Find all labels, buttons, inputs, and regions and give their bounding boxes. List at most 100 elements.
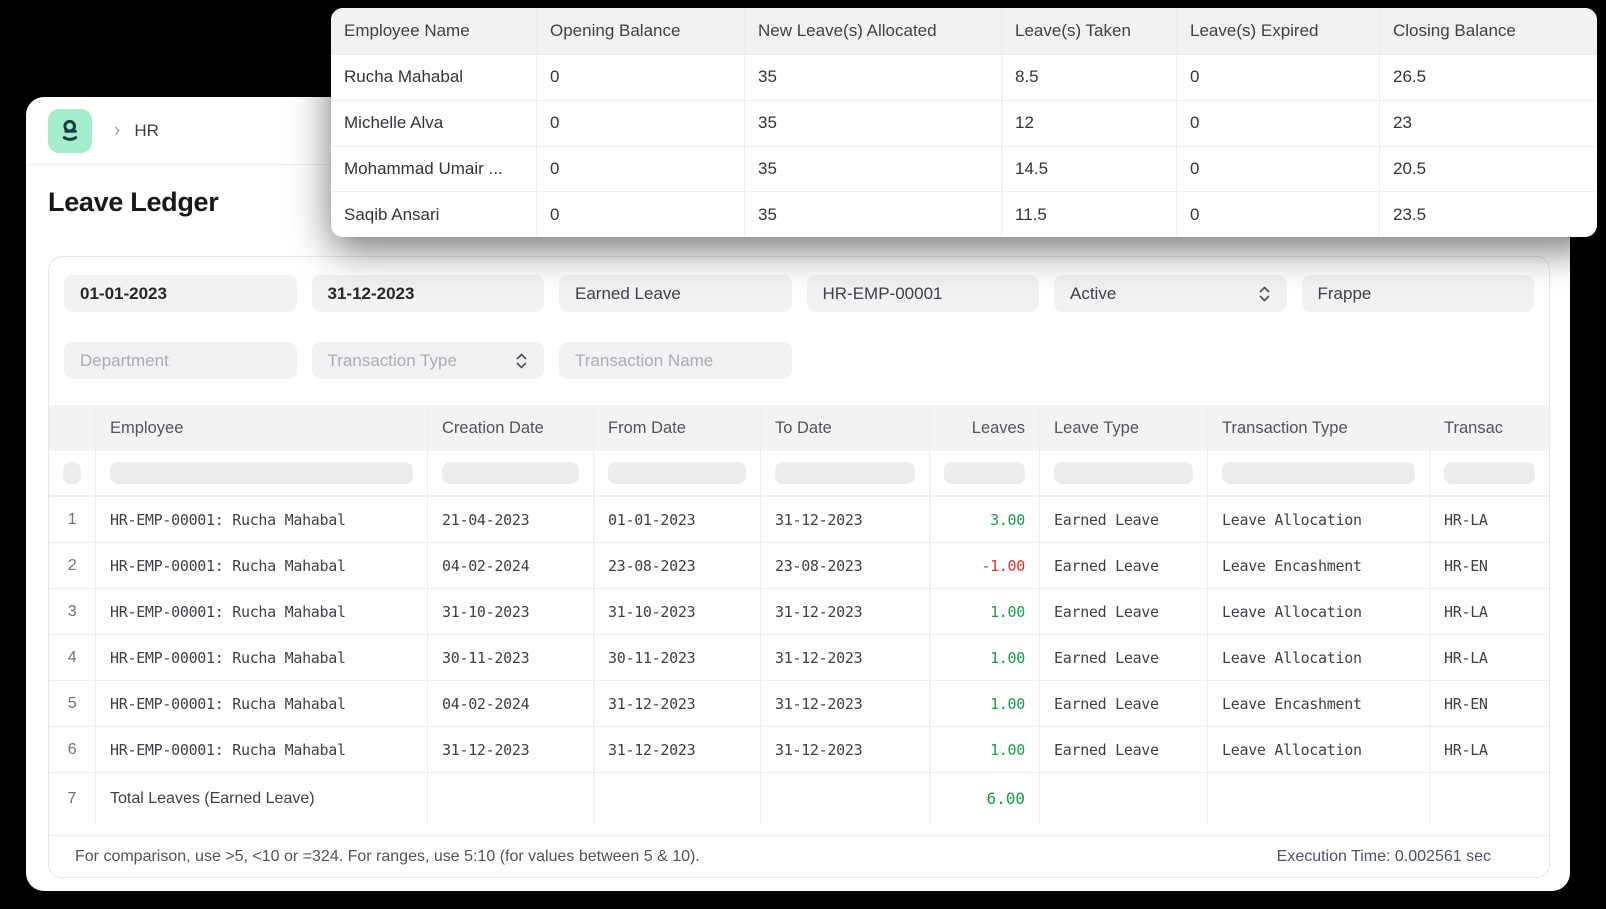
- column-filter-cell[interactable]: [1040, 451, 1208, 495]
- report-table-filter-row: [49, 451, 1549, 496]
- table-cell: 31-12-2023: [428, 726, 594, 772]
- column-filter-cell[interactable]: [594, 451, 761, 495]
- summary-table-cell: 12: [1002, 100, 1177, 146]
- transaction-type-filter[interactable]: Transaction Type: [311, 342, 544, 379]
- summary-column-header: Leave(s) Expired: [1177, 8, 1380, 54]
- table-row[interactable]: 1 HR-EMP-00001: Rucha Mahabal 21-04-2023 01…: [49, 496, 1549, 542]
- column-filter-input[interactable]: [944, 462, 1025, 484]
- table-cell: HR-EMP-00001: Rucha Mahabal: [96, 496, 428, 542]
- column-filter-input[interactable]: [1222, 462, 1415, 484]
- transaction-name-filter[interactable]: Transaction Name: [559, 342, 792, 379]
- table-cell: 31-12-2023: [594, 726, 761, 772]
- table-cell: 30-11-2023: [594, 634, 761, 680]
- from-date-filter-label: 01-01-2023: [80, 283, 167, 303]
- column-filter-cell[interactable]: [1208, 451, 1430, 495]
- column-header[interactable]: From Date: [594, 405, 761, 451]
- summary-table-cell: 0: [1177, 146, 1380, 192]
- summary-table-cell: 0: [1177, 55, 1380, 100]
- table-cell: 6: [49, 726, 96, 772]
- table-cell: HR-LA: [1430, 496, 1549, 542]
- summary-table-row: Mohammad Umair ... 0 35 14.5 0 20.5: [331, 145, 1597, 192]
- column-filter-input[interactable]: [1054, 462, 1193, 484]
- table-cell: Leave Encashment: [1208, 542, 1430, 588]
- table-cell: Earned Leave: [1040, 496, 1208, 542]
- table-cell: 1.00: [930, 680, 1040, 726]
- table-row[interactable]: 3 HR-EMP-00001: Rucha Mahabal 31-10-2023 31…: [49, 588, 1549, 634]
- leave-type-filter-label: Earned Leave: [575, 283, 681, 303]
- company-filter[interactable]: Frappe: [1301, 275, 1534, 312]
- summary-table-cell: 0: [537, 146, 745, 192]
- transaction-name-filter-label: Transaction Name: [575, 350, 714, 370]
- table-total-row: 7 Total Leaves (Earned Leave) 6.00: [49, 772, 1549, 824]
- summary-column-header: Closing Balance: [1393, 21, 1516, 40]
- table-cell: 31-12-2023: [761, 496, 930, 542]
- column-header[interactable]: Transaction Type: [1208, 405, 1430, 451]
- leave-balance-summary-table: Employee Name Opening Balance New Leave(s)…: [331, 8, 1597, 237]
- report-panel: 01-01-2023 31-12-2023 Earned Leave HR-EMP-0…: [48, 256, 1550, 878]
- column-filter-cell[interactable]: [1430, 451, 1549, 495]
- column-filter-input[interactable]: [775, 462, 915, 484]
- breadcrumb[interactable]: HR: [134, 120, 159, 140]
- summary-table-cell: 35: [745, 55, 1002, 100]
- table-cell: [1040, 772, 1208, 824]
- column-header[interactable]: Employee: [96, 405, 428, 451]
- summary-table-cell: 35: [745, 192, 1002, 237]
- column-filter-input[interactable]: [63, 462, 81, 484]
- column-filter-cell[interactable]: [49, 451, 96, 495]
- column-filter-input[interactable]: [110, 462, 413, 484]
- column-filter-cell[interactable]: [761, 451, 930, 495]
- frappe-hr-logo[interactable]: [48, 108, 92, 153]
- column-filter-cell[interactable]: [96, 451, 428, 495]
- column-filter-cell[interactable]: [930, 451, 1040, 495]
- column-filter-input[interactable]: [1444, 462, 1535, 484]
- leave-type-filter[interactable]: Earned Leave: [559, 275, 792, 312]
- employee-filter[interactable]: HR-EMP-00001: [806, 275, 1039, 312]
- table-cell: [761, 772, 930, 824]
- table-cell: Leave Allocation: [1208, 726, 1430, 772]
- table-cell: HR-EMP-00001: Rucha Mahabal: [96, 680, 428, 726]
- summary-table-cell: 35: [745, 146, 1002, 192]
- column-filter-input[interactable]: [442, 462, 579, 484]
- table-cell: HR-LA: [1430, 726, 1549, 772]
- table-cell: 31-12-2023: [761, 680, 930, 726]
- table-row[interactable]: 2 HR-EMP-00001: Rucha Mahabal 04-02-2024 23…: [49, 542, 1549, 588]
- column-header[interactable]: Transac: [1444, 418, 1503, 437]
- employee-status-filter[interactable]: Active: [1054, 275, 1287, 312]
- table-cell: 04-02-2024: [428, 542, 594, 588]
- transaction-type-filter-label: Transaction Type: [327, 350, 457, 370]
- table-row[interactable]: 5 HR-EMP-00001: Rucha Mahabal 04-02-2024 31…: [49, 680, 1549, 726]
- table-cell: Earned Leave: [1040, 680, 1208, 726]
- column-header[interactable]: Leave Type: [1040, 405, 1208, 451]
- select-chevron-icon: [515, 352, 528, 370]
- table-cell: Earned Leave: [1040, 542, 1208, 588]
- table-cell: HR-LA: [1430, 588, 1549, 634]
- hr-logo-icon: [55, 116, 85, 146]
- table-row[interactable]: 6 HR-EMP-00001: Rucha Mahabal 31-12-2023 31…: [49, 726, 1549, 772]
- table-cell: 2: [49, 542, 96, 588]
- column-header[interactable]: [49, 405, 96, 451]
- table-cell: Leave Allocation: [1208, 496, 1430, 542]
- summary-table-cell: Mohammad Umair ...: [331, 146, 537, 192]
- table-cell: HR-EMP-00001: Rucha Mahabal: [96, 588, 428, 634]
- column-filter-cell[interactable]: [428, 451, 594, 495]
- column-filter-input[interactable]: [608, 462, 746, 484]
- table-row[interactable]: 4 HR-EMP-00001: Rucha Mahabal 30-11-2023 30…: [49, 634, 1549, 680]
- to-date-filter[interactable]: 31-12-2023: [311, 275, 544, 312]
- column-header[interactable]: Creation Date: [428, 405, 594, 451]
- summary-table-cell: 35: [745, 100, 1002, 146]
- column-header[interactable]: Leaves: [930, 405, 1040, 451]
- table-cell: HR-EMP-00001: Rucha Mahabal: [96, 634, 428, 680]
- report-table: Employee Creation Date From Date To Date Lea…: [49, 405, 1549, 824]
- summary-table-cell: 23: [1393, 113, 1412, 133]
- table-cell: 01-01-2023: [594, 496, 761, 542]
- department-filter-label: Department: [80, 350, 169, 370]
- summary-table-cell: 0: [537, 192, 745, 237]
- to-date-filter-label: 31-12-2023: [327, 283, 415, 303]
- summary-table-cell: 26.5: [1393, 67, 1427, 87]
- summary-column-header: Opening Balance: [537, 8, 745, 54]
- column-header[interactable]: To Date: [761, 405, 930, 451]
- from-date-filter[interactable]: 01-01-2023: [64, 275, 297, 312]
- table-cell: HR-EN: [1430, 680, 1549, 726]
- department-filter[interactable]: Department: [64, 342, 297, 379]
- table-cell: [1208, 772, 1430, 824]
